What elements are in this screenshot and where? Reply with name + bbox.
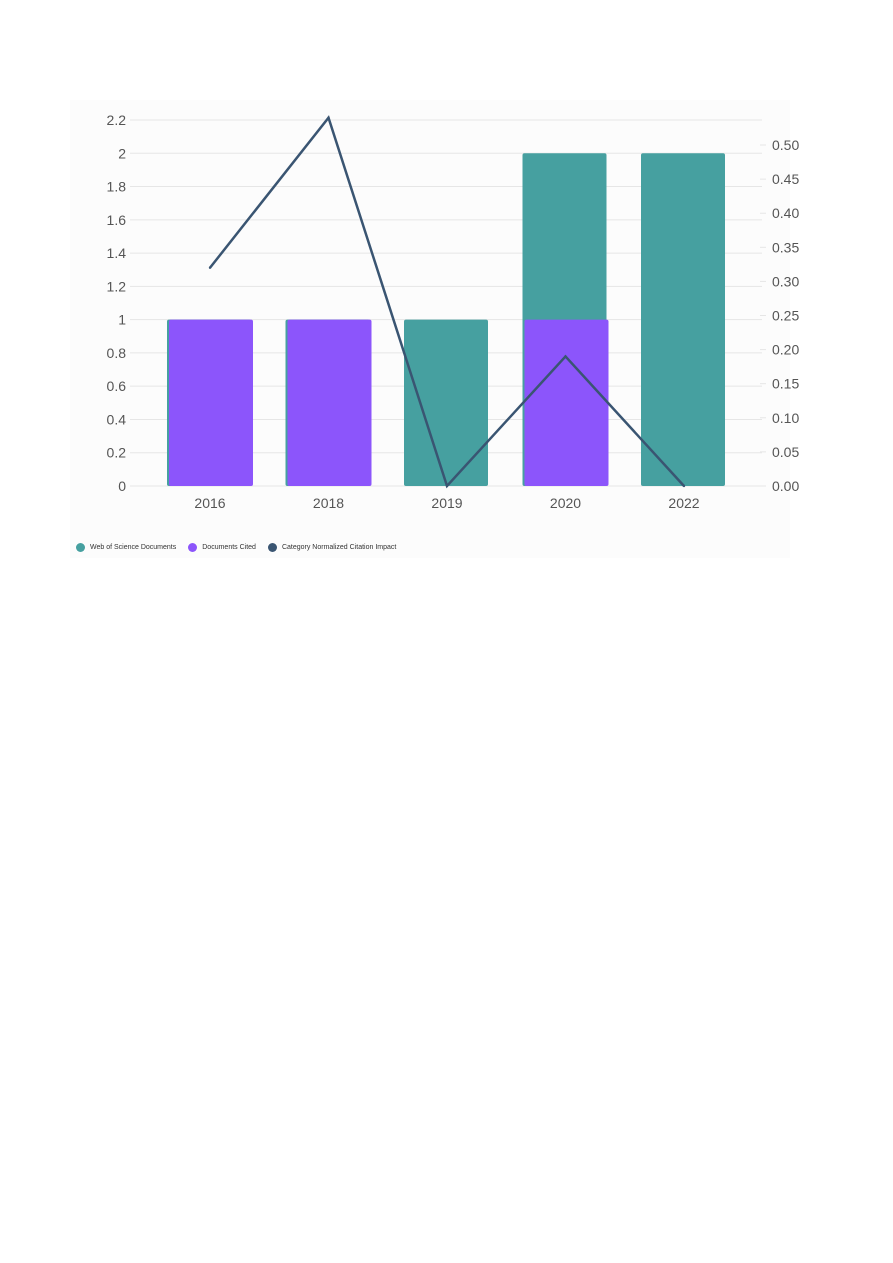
y-left-tick-label: 2 [118,145,126,161]
point-cnci-2022 [682,484,686,488]
y-right-tick-label: 0.45 [772,171,799,187]
point-cnci-2020 [564,355,567,358]
x-tick-label-2018: 2018 [313,495,344,511]
legend-marker-wos-documents [76,543,85,552]
bar-documents-cited-2016 [169,319,253,486]
y-right-tick-label: 0.15 [772,376,799,392]
y-left-tick-label: 0.2 [107,445,127,461]
combo-chart: 0 0.2 0.4 0.6 0.8 1 1.2 1.4 1.6 1.8 2 2.2 0.00 0.05 0.… [107,112,800,511]
y-left-tick-label: 0 [118,478,126,494]
y-left-tick-label: 1.4 [107,245,127,261]
y-right-tick-label: 0.30 [772,273,799,289]
y-right-tick-label: 0.05 [772,444,799,460]
x-tick-label-2019: 2019 [431,495,462,511]
y-left-tick-label: 2.2 [107,112,127,128]
legend-label-documents-cited: Documents Cited [202,544,256,551]
chart-area: 0 0.2 0.4 0.6 0.8 1 1.2 1.4 1.6 1.8 2 2.2 0.00 0.05 0.… [70,100,799,558]
legend-item-wos-documents[interactable]: Web of Science Documents [76,543,176,552]
y-left-tick-label: 1.2 [107,278,127,294]
legend-item-cnci[interactable]: Category Normalized Citation Impact [267,543,397,552]
y-right-tick-label: 0.20 [772,342,799,358]
legend-item-documents-cited[interactable]: Documents Cited [188,543,256,552]
legend-label-wos-documents: Web of Science Documents [90,544,177,551]
y-right-tick-label: 0.35 [772,239,799,255]
legend: Web of Science Documents Documents Cited… [76,543,396,552]
y-left-tick-label: 1.8 [107,179,127,195]
y-left-tick-label: 1.6 [107,212,127,228]
y-right-tick-label: 0.25 [772,308,799,324]
bar-documents-cited-2018 [287,319,372,486]
y-right-tick-label: 0.50 [772,137,799,153]
y-left-tick-label: 1 [118,312,126,328]
legend-label-cnci: Category Normalized Citation Impact [281,544,397,551]
bar-wos-documents-2019 [404,319,488,486]
x-tick-label-2016: 2016 [194,495,225,511]
y-right-tick-label: 0.40 [772,205,799,221]
y-right-tick-label: 0.10 [772,410,799,426]
point-cnci-2016 [208,266,212,269]
y-left-tick-label: 0.4 [107,411,127,427]
y-left-tick-label: 0.6 [107,378,127,394]
y-right-tick-label: 0.00 [772,478,799,494]
y-left-tick-label: 0.8 [107,345,127,361]
legend-marker-documents-cited [188,543,198,552]
x-tick-label-2022: 2022 [668,495,699,511]
point-cnci-2019 [445,484,449,488]
legend-marker-cnci [267,543,277,552]
x-tick-label-2020: 2020 [550,495,581,511]
bar-documents-cited-2020 [524,319,609,486]
point-cnci-2018 [327,116,330,119]
bar-wos-documents-2022 [641,153,725,486]
